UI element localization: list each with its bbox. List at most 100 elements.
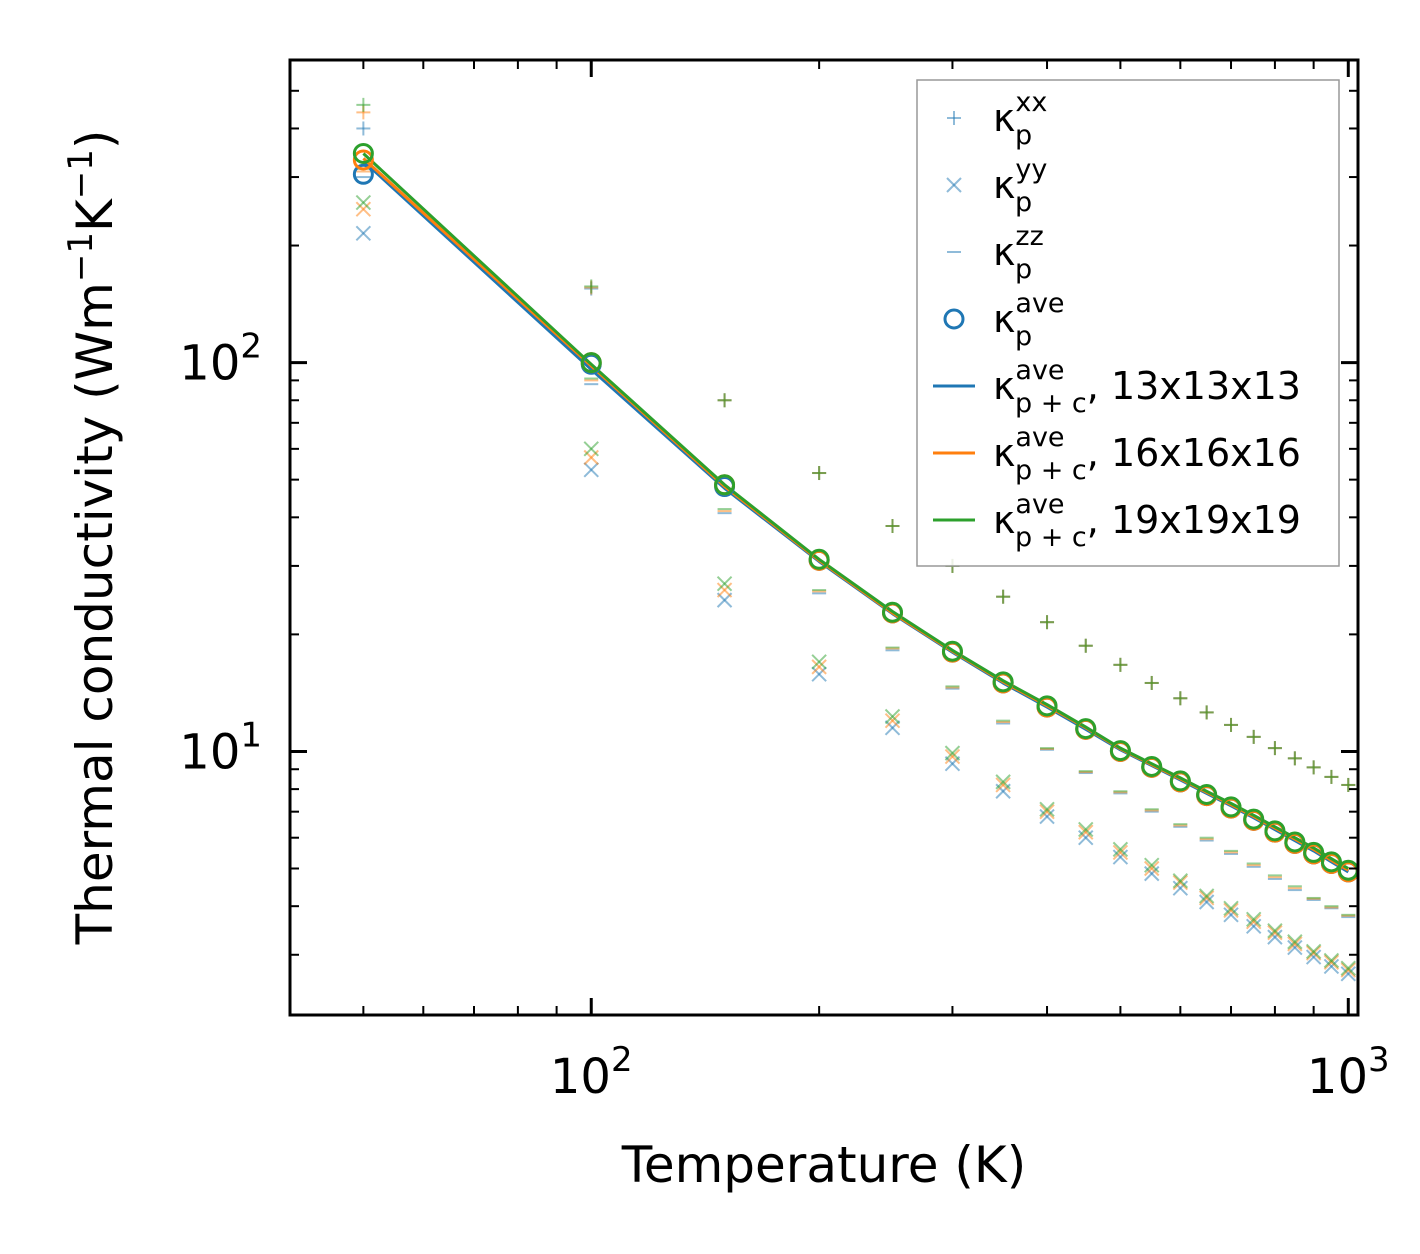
legend-entry: κxx p — [947, 87, 1047, 151]
data-point — [355, 201, 372, 217]
data-point — [1112, 844, 1129, 861]
data-point — [355, 194, 372, 211]
data-point — [1324, 769, 1339, 784]
data-point — [1144, 860, 1160, 877]
legend-entry: κave p + c, 19x19x19 — [933, 489, 1301, 553]
legend-sup: xx — [1015, 87, 1047, 118]
legend-x-swatch — [946, 177, 962, 193]
x-tick-label-exp: 3 — [1368, 1040, 1390, 1080]
x-tick-label: 102 — [550, 1040, 633, 1105]
data-point — [356, 121, 371, 136]
legend-label: κyy p — [993, 154, 1047, 218]
data-point — [1199, 705, 1214, 720]
y-tick-label: 102 — [179, 327, 262, 392]
data-point — [1245, 918, 1262, 935]
legend-sup: ave — [1015, 288, 1064, 319]
data-point — [1320, 851, 1342, 873]
data-point — [1036, 695, 1058, 717]
y-axis-label-end: ) — [66, 130, 124, 150]
data-point — [1039, 803, 1055, 820]
data-point — [1243, 808, 1265, 830]
data-point — [1172, 880, 1189, 896]
legend-sup: ave — [1015, 355, 1064, 386]
x-axis-ticks — [289, 60, 1350, 1015]
y-axis-ticks — [290, 59, 1358, 956]
data-point — [1112, 849, 1129, 865]
legend-entry: κzz p — [947, 221, 1044, 285]
legend-kappa: κ — [993, 498, 1015, 542]
data-point — [1287, 936, 1303, 952]
data-point — [1323, 952, 1340, 969]
y-axis-label-sup2: −1 — [61, 149, 101, 199]
data-point — [811, 666, 827, 682]
data-point — [1173, 691, 1188, 706]
data-point — [1340, 960, 1356, 976]
data-point — [1303, 841, 1325, 863]
legend-kappa: κ — [993, 163, 1015, 207]
data-point — [1287, 934, 1303, 950]
legend-entry: κave p + c, 13x13x13 — [933, 355, 1301, 419]
data-point — [1078, 821, 1094, 838]
legend-sup: ave — [1015, 422, 1064, 453]
legend-kappa: κ — [993, 364, 1015, 408]
data-point — [1341, 777, 1356, 792]
data-point — [584, 279, 599, 294]
data-point — [1267, 929, 1283, 945]
data-point — [995, 777, 1011, 793]
data-point — [1267, 741, 1282, 756]
data-point — [356, 97, 371, 112]
legend-circle-swatch — [943, 308, 965, 330]
data-point — [1306, 760, 1321, 775]
data-point — [716, 575, 733, 592]
legend-sub: p — [1015, 120, 1032, 151]
data-point — [1264, 820, 1286, 842]
legend-kappa: κ — [993, 297, 1015, 341]
data-point — [1169, 770, 1191, 792]
x-tick-label: 103 — [1307, 1040, 1390, 1105]
data-point — [884, 708, 901, 725]
data-point — [1196, 783, 1218, 805]
legend-plus-swatch — [947, 111, 961, 125]
legend-suffix: , 13x13x13 — [1087, 364, 1301, 408]
data-point — [1172, 874, 1189, 891]
data-point — [355, 225, 372, 242]
axes-layer: 102 103 101 102 — [179, 58, 1390, 1105]
legend-suffix: , 19x19x19 — [1087, 498, 1301, 542]
data-point — [811, 659, 827, 675]
data-point — [1078, 638, 1093, 653]
data-point — [885, 518, 900, 533]
y-tick-label-exp: 1 — [240, 715, 262, 755]
data-point — [1113, 657, 1128, 672]
data-point — [1040, 615, 1055, 630]
legend-label: κave p + c, 13x13x13 — [993, 355, 1301, 419]
data-point — [583, 441, 599, 457]
data-point — [1172, 873, 1189, 889]
series-circle-2ca02c — [352, 142, 1358, 881]
data-point — [884, 720, 901, 736]
data-point — [1223, 902, 1239, 919]
data-point — [996, 589, 1011, 604]
legend-suffix: , 16x16x16 — [1087, 431, 1301, 475]
legend-sub: p — [1015, 321, 1032, 352]
data-point — [1109, 740, 1131, 762]
y-tick-label-base: 10 — [179, 724, 240, 780]
data-point — [1224, 717, 1239, 732]
data-point — [1323, 958, 1340, 975]
data-point — [352, 149, 374, 171]
y-axis-label: Thermal conductivity (Wm−1K−1) — [61, 130, 124, 946]
data-point — [1078, 824, 1094, 840]
legend-entry: κyy p — [946, 154, 1047, 218]
data-point — [1198, 890, 1215, 906]
legend-entry: κave p — [943, 288, 1065, 352]
data-point — [995, 774, 1011, 790]
legend-sub: p + c — [1015, 455, 1087, 486]
legend-sup: ave — [1015, 489, 1064, 520]
data-point — [1284, 831, 1306, 853]
data-point — [1246, 729, 1261, 744]
data-point — [992, 671, 1014, 693]
data-point — [1198, 888, 1215, 904]
data-point — [811, 654, 827, 670]
y-tick-label-exp: 2 — [240, 327, 262, 367]
series-layer — [352, 97, 1358, 982]
data-point — [884, 712, 901, 729]
